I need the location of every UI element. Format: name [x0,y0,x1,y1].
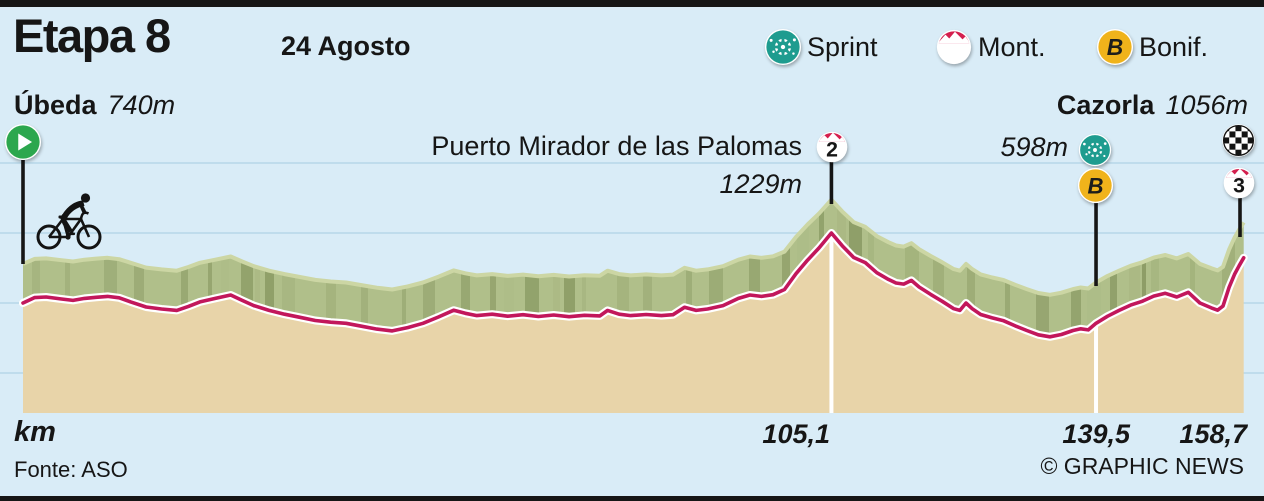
sprint-icon [764,28,802,66]
start-city-name: Úbeda [14,90,97,120]
start-play-icon [4,123,42,161]
top-border-bar [0,0,1264,7]
bonus-icon: B [1096,28,1134,66]
svg-text:2: 2 [826,137,838,161]
bottom-border-bar [0,496,1264,501]
legend-bonus-label: Bonif. [1139,32,1209,62]
svg-text:B: B [1087,173,1103,198]
axis-tick-climb: 105,1 [762,419,830,449]
page-title: Etapa 8 [13,9,171,62]
finish-city-label: Cazorla 1056m [1057,90,1248,121]
bonus-point-icon: B [1077,167,1114,204]
finish-flag-icon [1222,124,1255,157]
climb-elevation: 1229m [719,169,802,199]
finish-category-3-badge: 3 [1223,167,1255,199]
stage-date: 24 Agosto [281,31,411,61]
climb-category-2-badge: 2 [816,131,848,163]
climb-name: Puerto Mirador de las Palomas [431,131,802,161]
legend-sprint-label: Sprint [807,32,878,62]
start-city-label: Úbeda 740m [14,90,175,121]
axis-tick-finish: 158,7 [1179,419,1247,449]
cyclist-icon [36,193,102,250]
finish-city-elevation: 1056m [1165,90,1248,120]
finish-city-name: Cazorla [1056,90,1155,120]
source-credit: Fonte: ASO [14,457,128,482]
axis-tick-sprint: 139,5 [1062,419,1130,449]
legend-mountain-label: Mont. [978,32,1046,62]
axis-km-label: km [14,416,56,448]
intermediate-sprint-icon [1078,133,1112,167]
mountain-icon [936,29,972,65]
graphic-news-credit: © GRAPHIC NEWS [1040,453,1244,479]
svg-text:B: B [1107,34,1123,60]
sprint-elevation: 598m [1000,132,1068,162]
start-city-elevation: 740m [107,90,176,120]
svg-text:3: 3 [1233,173,1245,197]
